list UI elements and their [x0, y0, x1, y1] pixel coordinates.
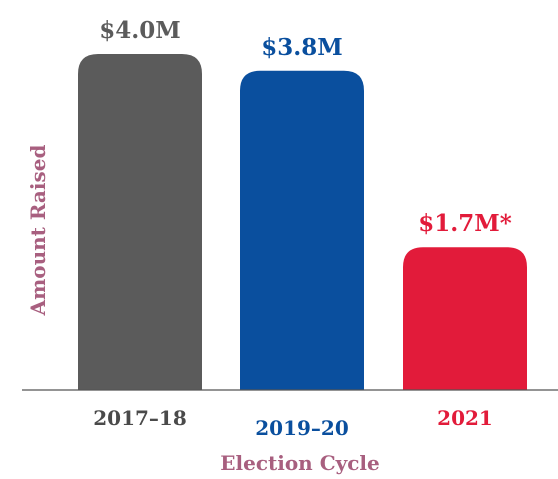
category-label-2021: 2021 — [437, 406, 493, 430]
value-label-2017–18: $4.0M — [99, 17, 180, 44]
bar-2017–18 — [78, 54, 202, 390]
value-labels-group: $4.0M $3.8M $1.7M* — [99, 17, 512, 237]
bar-2019–20 — [240, 70, 364, 391]
category-label-2019–20: 2019–20 — [255, 416, 349, 440]
category-label-2017–18: 2017–18 — [93, 406, 187, 430]
value-label-2019–20: $3.8M — [261, 34, 342, 61]
value-label-2021: $1.7M* — [418, 210, 512, 237]
category-labels-group: 2017–18 2019–20 2021 — [93, 406, 493, 440]
y-axis-title: Amount Raised — [26, 145, 50, 317]
bars-group — [78, 54, 527, 391]
bar-2021 — [403, 247, 527, 390]
x-axis-title: Election Cycle — [220, 451, 379, 475]
